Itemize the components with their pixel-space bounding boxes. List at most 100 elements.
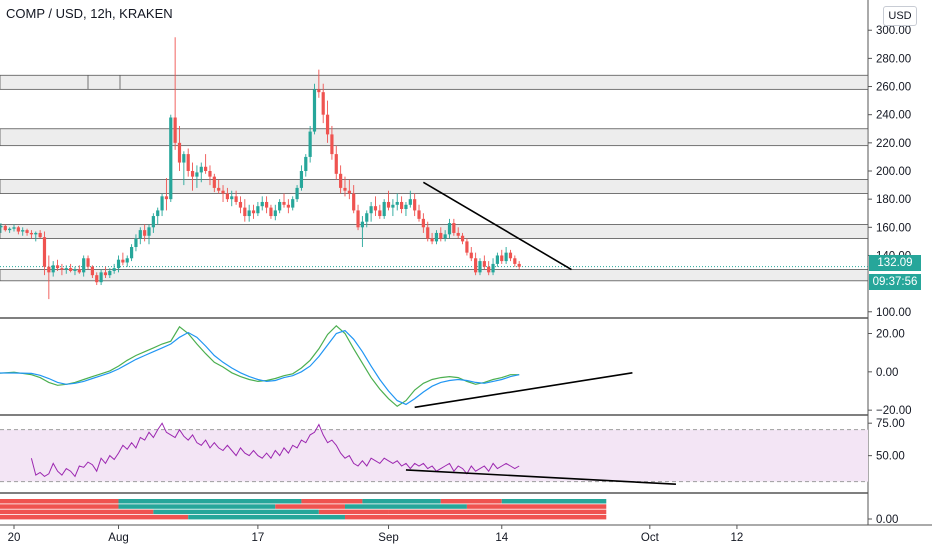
price-axis[interactable]: 300.00 280.00 260.00 240.00 220.00 200.00 180.…: [868, 25, 912, 526]
candle: [0, 223, 3, 233]
macd-tick-label: 0.00: [876, 367, 898, 379]
candle-body: [251, 210, 256, 214]
candle-body: [299, 171, 304, 188]
rsi-pane[interactable]: [0, 422, 868, 486]
candle: [325, 100, 330, 143]
last-price-tag: 132.09: [869, 255, 921, 271]
candle: [273, 204, 277, 221]
candle-body: [434, 232, 439, 242]
candle-body: [443, 234, 447, 239]
candle-body: [343, 187, 347, 191]
candle: [60, 263, 64, 276]
candle: [156, 207, 160, 225]
candle-body: [134, 238, 138, 248]
candle: [365, 210, 369, 228]
candle-body: [90, 266, 94, 276]
candle: [195, 165, 199, 188]
candle: [12, 224, 16, 232]
candle: [495, 252, 500, 267]
candle-body: [399, 201, 404, 210]
rsi-band: [0, 429, 868, 482]
candle-body: [8, 228, 12, 231]
ribbon-segment: [362, 499, 441, 504]
candle-body: [108, 270, 112, 276]
candle: [282, 193, 286, 208]
candle-body: [478, 261, 482, 273]
candle: [286, 199, 290, 214]
candle: [356, 204, 360, 231]
candle-body: [474, 258, 478, 273]
candle: [225, 187, 229, 202]
candle: [186, 148, 190, 177]
candle-body: [112, 268, 116, 271]
candle: [378, 204, 382, 219]
rsi-tick-label: 75.00: [876, 418, 905, 430]
candle-body: [421, 218, 425, 228]
candle-body: [447, 223, 452, 235]
candle: [404, 201, 408, 217]
candle-body: [282, 201, 286, 205]
price-tick-label: 240.00: [876, 110, 911, 122]
ribbon-segment: [153, 509, 319, 515]
ribbon-segment: [344, 504, 467, 509]
time-tick-label: 20: [8, 532, 21, 544]
candle: [469, 247, 473, 262]
candle-body: [256, 206, 260, 214]
candle: [321, 83, 325, 124]
candle: [330, 125, 334, 160]
candle: [134, 234, 138, 252]
candle-body: [395, 201, 399, 205]
candle: [77, 265, 81, 274]
time-axis[interactable]: 20 Aug 17 Sep 14 Oct 12: [8, 525, 744, 544]
candle-body: [204, 166, 208, 171]
candle-body: [47, 266, 51, 273]
candle: [38, 230, 42, 239]
candle-body: [138, 230, 142, 239]
candle: [443, 230, 447, 242]
candle-body: [460, 235, 465, 242]
candle-body: [103, 272, 108, 276]
trend-ribbon-pane: [0, 499, 607, 520]
time-tick-label: 14: [495, 532, 508, 544]
candle: [408, 190, 412, 208]
candle: [339, 165, 343, 194]
candle: [391, 199, 395, 217]
candle: [112, 263, 116, 274]
candle: [99, 269, 103, 286]
candle-body: [230, 196, 234, 200]
candle-body: [208, 171, 212, 177]
price-tick-label: 180.00: [876, 194, 911, 206]
candle: [417, 204, 421, 222]
candle-body: [465, 241, 469, 253]
candle: [164, 178, 169, 211]
candle-body: [369, 206, 373, 214]
candle-body: [38, 232, 42, 238]
candle: [513, 255, 517, 267]
candle-body: [360, 221, 364, 228]
candlestick-series[interactable]: [0, 37, 572, 300]
candle: [264, 196, 269, 214]
candle-body: [42, 237, 47, 267]
candle: [108, 268, 112, 278]
signal-line: [0, 329, 520, 406]
rsi-line: [30, 422, 520, 478]
candle-body: [452, 223, 456, 233]
candle: [373, 196, 378, 217]
candle: [352, 185, 356, 214]
candle: [95, 272, 99, 286]
ribbon-segment: [344, 514, 607, 520]
candle: [169, 114, 173, 202]
candle-body: [365, 213, 369, 222]
candle-body: [325, 114, 330, 135]
candle: [447, 218, 452, 239]
currency-button[interactable]: USD: [883, 6, 917, 26]
candle: [395, 193, 399, 211]
macd-pane[interactable]: [0, 324, 633, 409]
candle-body: [378, 210, 382, 217]
time-tick-label: Oct: [641, 532, 660, 544]
candle: [129, 244, 134, 262]
ribbon-tick-label: 0.00: [876, 514, 898, 526]
ribbon-segment: [275, 504, 345, 509]
candle-body: [195, 172, 199, 177]
candle-body: [73, 269, 77, 271]
